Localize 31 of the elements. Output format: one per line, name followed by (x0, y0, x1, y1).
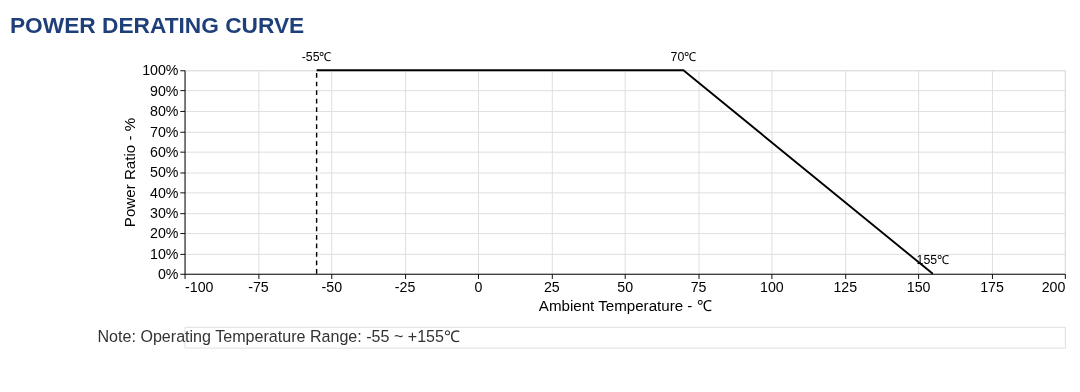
annotation: 70℃ (670, 49, 697, 64)
y-tick-label: 50% (150, 164, 179, 181)
x-tick-label: 0 (474, 279, 483, 296)
y-tick-label: 40% (150, 184, 179, 201)
chart-title: POWER DERATING CURVE (9, 11, 305, 38)
x-axis-title: Ambient Temperature - ℃ (538, 297, 712, 315)
x-tick-label: 125 (833, 279, 858, 296)
x-tick-label: 50 (617, 279, 634, 296)
y-tick-label: 30% (150, 204, 179, 221)
x-tick-label: 75 (690, 279, 707, 296)
x-tick-label: 25 (543, 279, 560, 296)
y-axis-title: Power Ratio - % (121, 117, 139, 228)
x-tick-label: -50 (321, 279, 343, 296)
ref-line-label: -55℃ (301, 49, 332, 64)
x-tick-label: 175 (980, 279, 1004, 296)
y-tick-label: 100% (142, 62, 179, 79)
y-tick-label: 0% (157, 265, 179, 282)
y-tick-label: 10% (150, 245, 179, 262)
x-tick-label: 200 (1041, 279, 1066, 296)
y-tick-label: 60% (150, 143, 179, 160)
y-tick-label: 20% (150, 225, 179, 242)
y-tick-label: 80% (150, 103, 179, 120)
y-tick-label: 70% (150, 123, 179, 140)
x-tick-label: 150 (906, 279, 931, 296)
x-tick-label: -75 (248, 279, 269, 296)
y-tick-label: 90% (150, 82, 179, 99)
x-tick-label: -100 (185, 279, 214, 296)
annotation: 155℃ (916, 253, 950, 268)
x-tick-label: 100 (760, 279, 784, 296)
x-tick-label: -25 (394, 279, 416, 296)
text: Note: Operating Temperature Range: -55 ~ +155℃ (97, 326, 460, 345)
